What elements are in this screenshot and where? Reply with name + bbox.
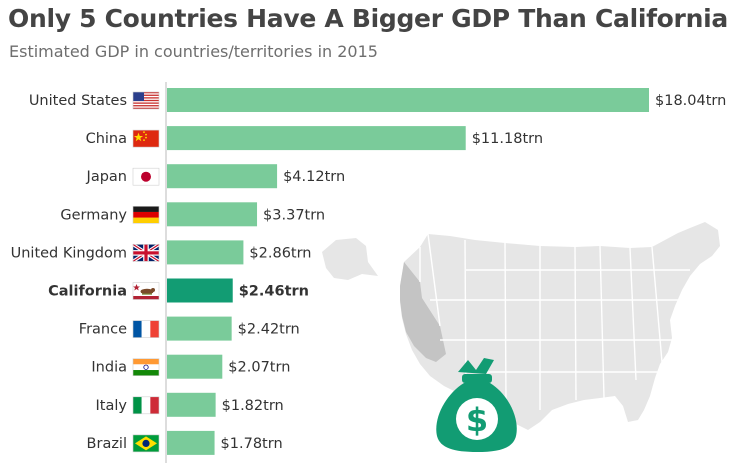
value-label: $2.46trn <box>239 284 309 300</box>
value-label: $2.07trn <box>228 360 290 376</box>
bar-india <box>167 354 223 379</box>
category-label: Japan <box>86 169 127 185</box>
value-label: $18.04trn <box>655 93 726 109</box>
bar-italy <box>167 392 216 417</box>
category-label: Brazil <box>87 436 127 452</box>
value-label: $11.18trn <box>472 131 543 147</box>
us-flag-icon <box>132 91 160 110</box>
bar-united-kingdom <box>167 240 244 265</box>
category-label: United States <box>29 93 127 109</box>
svg-text:$: $ <box>466 401 488 439</box>
brazil-flag-icon <box>132 434 160 453</box>
us-map-icon <box>322 222 720 430</box>
value-label: $3.37trn <box>263 207 325 223</box>
japan-flag-icon <box>132 167 160 186</box>
value-label: $2.42trn <box>238 322 300 338</box>
category-label: California <box>48 284 127 300</box>
bar-japan <box>167 164 278 189</box>
bar-france <box>167 316 232 341</box>
chart-subtitle: Estimated GDP in countries/territories i… <box>9 42 378 61</box>
china-flag-icon <box>132 129 160 148</box>
category-label: Germany <box>60 207 127 223</box>
chart-title: Only 5 Countries Have A Bigger GDP Than … <box>8 4 728 33</box>
value-label: $1.78trn <box>221 436 283 452</box>
italy-flag-icon <box>132 396 160 415</box>
category-label: France <box>79 322 127 338</box>
uk-flag-icon <box>132 242 160 263</box>
germany-flag-icon <box>132 206 160 224</box>
bar-brazil <box>167 430 215 455</box>
value-label: $1.82trn <box>222 398 284 414</box>
money-bag-dollar-icon: $ <box>436 358 517 452</box>
california-flag-icon <box>132 282 160 300</box>
category-label: China <box>86 131 127 147</box>
category-label: Italy <box>96 398 128 414</box>
bar-united-states <box>167 88 649 112</box>
france-flag-icon <box>132 320 160 338</box>
value-label: $4.12trn <box>283 169 345 185</box>
category-label: United Kingdom <box>11 245 127 261</box>
bar-germany <box>167 202 258 227</box>
value-label: $2.86trn <box>249 245 311 261</box>
bar-california <box>167 278 233 303</box>
category-label: India <box>91 360 127 376</box>
bar-china <box>167 126 466 151</box>
india-flag-icon <box>132 358 160 377</box>
